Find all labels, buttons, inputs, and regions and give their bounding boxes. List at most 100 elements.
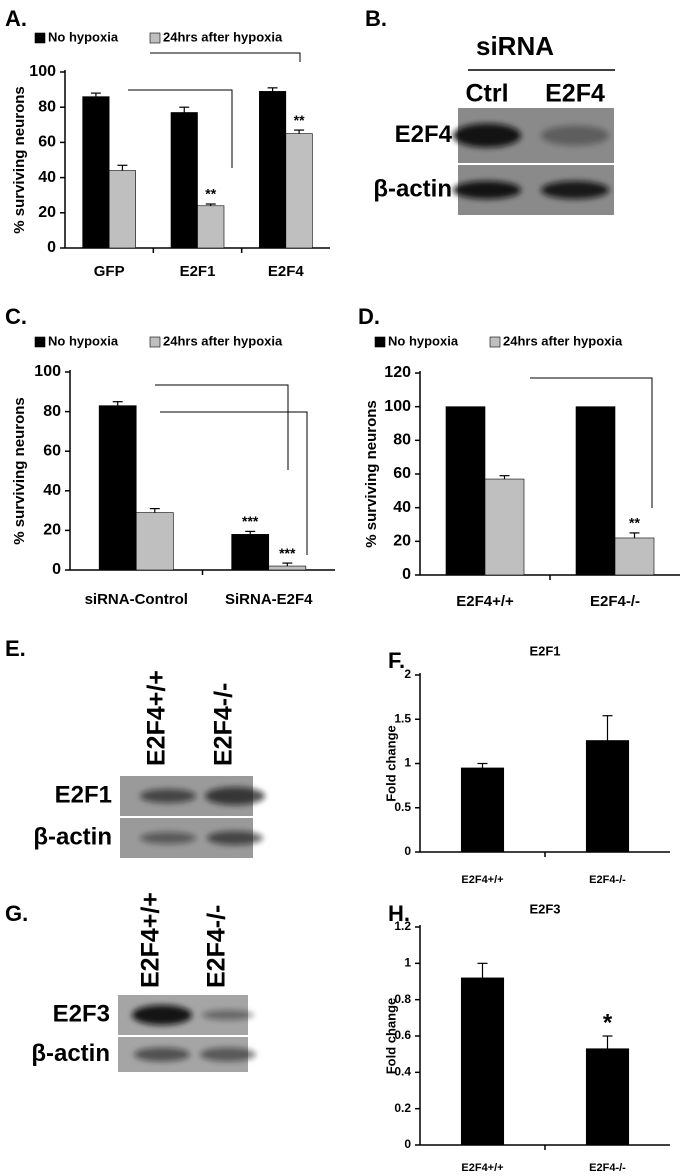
y-tick-label: 0.6	[394, 1028, 411, 1042]
lane-label: E2F4+/+	[143, 670, 171, 766]
y-tick-label: 60	[38, 134, 56, 151]
blot-band	[541, 125, 609, 146]
y-tick-label: 1.5	[394, 711, 411, 725]
row-label: E2F1	[55, 781, 112, 808]
y-tick-label: 100	[384, 398, 411, 415]
bar	[197, 205, 225, 249]
bar	[575, 406, 616, 576]
blot-band	[453, 123, 521, 148]
panel-label: A.	[5, 6, 27, 31]
row-label: β-actin	[31, 1040, 110, 1067]
error-bar	[267, 87, 278, 92]
y-tick-label: 1.2	[394, 919, 411, 933]
x-tick-label: E2F1	[180, 263, 216, 280]
row-label: β-actin	[33, 823, 112, 850]
y-tick-label: 0.4	[394, 1065, 411, 1079]
y-tick-label: 0	[47, 239, 56, 256]
legend-label: 24hrs after hypoxia	[163, 29, 283, 44]
y-axis-label: % surviving neurons	[363, 400, 380, 548]
x-tick-label: E2F4+/+	[456, 593, 514, 610]
panel-label: B.	[365, 6, 387, 31]
error-bar	[602, 715, 613, 741]
bar	[170, 112, 198, 249]
y-tick-label: 1	[404, 756, 411, 770]
legend-label: 24hrs after hypoxia	[503, 333, 623, 348]
blot-band	[207, 831, 263, 845]
bar	[285, 133, 313, 249]
blot-band	[140, 789, 196, 803]
legend-swatch	[34, 32, 46, 44]
panel-label: E.	[5, 636, 26, 661]
bar	[445, 406, 486, 576]
legend-swatch	[149, 32, 161, 44]
y-tick-label: 0.5	[394, 800, 411, 814]
error-bar	[117, 164, 128, 171]
y-tick-label: 2	[404, 667, 411, 681]
panel-label: G.	[5, 901, 28, 926]
error-bar	[205, 203, 216, 206]
legend-label: No hypoxia	[48, 333, 119, 348]
y-tick-label: 0.8	[394, 992, 411, 1006]
legend-swatch	[34, 336, 46, 348]
error-bar	[294, 129, 305, 134]
chart-title: E2F3	[529, 901, 560, 916]
y-axis-label: % surviving neurons	[11, 397, 28, 545]
y-tick-label: 1	[404, 956, 411, 970]
significance-marker: **	[294, 112, 305, 128]
comparison-bracket	[128, 89, 233, 168]
legend-label: No hypoxia	[48, 29, 119, 44]
legend-swatch	[374, 336, 386, 348]
comparison-bracket	[530, 377, 653, 508]
x-tick-label: E2F4-/-	[590, 593, 640, 610]
panel-label: H.	[388, 901, 410, 926]
chart-title: E2F1	[529, 643, 560, 658]
legend-swatch	[149, 336, 161, 348]
y-tick-label: 100	[29, 63, 56, 80]
lane-label: E2F4-/-	[203, 905, 231, 988]
blot-band	[200, 1047, 256, 1062]
significance-marker: ***	[279, 545, 296, 561]
y-tick-label: 80	[38, 98, 56, 115]
bar	[484, 478, 525, 576]
y-axis-label: Fold change	[383, 998, 398, 1075]
blot-band	[134, 1047, 190, 1062]
significance-marker: **	[629, 515, 640, 531]
legend-swatch	[489, 336, 501, 348]
row-label: E2F3	[53, 1000, 110, 1027]
significance-marker: **	[205, 186, 216, 202]
y-tick-label: 40	[38, 169, 56, 186]
comparison-bracket	[155, 384, 289, 470]
blot-band	[541, 181, 609, 199]
y-tick-label: 0	[52, 561, 61, 578]
lane-label: Ctrl	[465, 80, 508, 108]
row-label: E2F4	[395, 121, 453, 148]
x-tick-label: E2F4-/-	[589, 874, 626, 886]
bar	[614, 537, 655, 576]
y-tick-label: 100	[34, 363, 61, 380]
blot-header: siRNA	[476, 31, 554, 61]
row-label: β-actin	[373, 175, 452, 202]
blot-band	[202, 1010, 254, 1020]
y-tick-label: 0	[402, 566, 411, 583]
error-bar	[629, 532, 640, 538]
bar	[460, 767, 505, 853]
blot-band	[453, 181, 521, 199]
y-tick-label: 40	[393, 499, 411, 516]
y-tick-label: 60	[393, 465, 411, 482]
x-tick-label: siRNA-Control	[85, 591, 188, 608]
y-tick-label: 60	[43, 442, 61, 459]
error-bar	[282, 562, 293, 567]
error-bar	[112, 401, 123, 406]
lane-label: E2F4+/+	[137, 892, 165, 988]
blot-band	[205, 787, 265, 805]
y-tick-label: 80	[393, 432, 411, 449]
significance-marker: ***	[242, 513, 259, 529]
panel-label: D.	[358, 304, 380, 329]
error-bar	[179, 106, 190, 113]
bar	[268, 565, 307, 571]
blot-band	[140, 832, 196, 844]
panel-label: C.	[5, 304, 27, 329]
blot-band	[132, 1005, 192, 1025]
y-tick-label: 80	[43, 403, 61, 420]
